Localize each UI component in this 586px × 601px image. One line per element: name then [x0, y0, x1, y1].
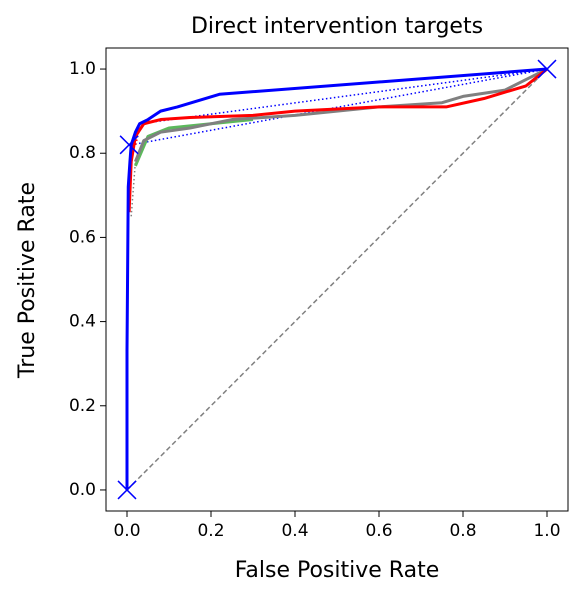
roc-line	[131, 68, 548, 146]
x-tick-label: 0.4	[281, 521, 308, 541]
x-tick-label: 0.2	[197, 521, 224, 541]
y-tick-label: 0.4	[69, 312, 96, 332]
y-tick-label: 1.0	[69, 59, 96, 79]
x-tick-label: 0.0	[113, 521, 140, 541]
roc-line	[130, 161, 137, 217]
y-axis-label: True Positive Rate	[15, 182, 40, 379]
y-tick-label: 0.6	[69, 227, 96, 247]
roc-line	[125, 67, 548, 490]
chart-title: Direct intervention targets	[191, 14, 483, 39]
roc-line	[134, 67, 548, 163]
plot-frame	[105, 47, 569, 512]
x-tick-label: 0.6	[365, 521, 392, 541]
point-marker	[537, 59, 557, 79]
x-axis-label: False Positive Rate	[235, 558, 439, 583]
roc-line	[127, 67, 548, 213]
y-tick-label: 0.0	[69, 480, 96, 500]
x-tick-label: 1.0	[533, 521, 560, 541]
point-marker	[117, 480, 137, 500]
y-tick-label: 0.2	[69, 396, 96, 416]
roc-line	[139, 68, 548, 125]
x-tick-label: 0.8	[449, 521, 476, 541]
roc-line	[126, 68, 548, 491]
point-marker	[119, 135, 139, 155]
y-tick-label: 0.8	[69, 143, 96, 163]
